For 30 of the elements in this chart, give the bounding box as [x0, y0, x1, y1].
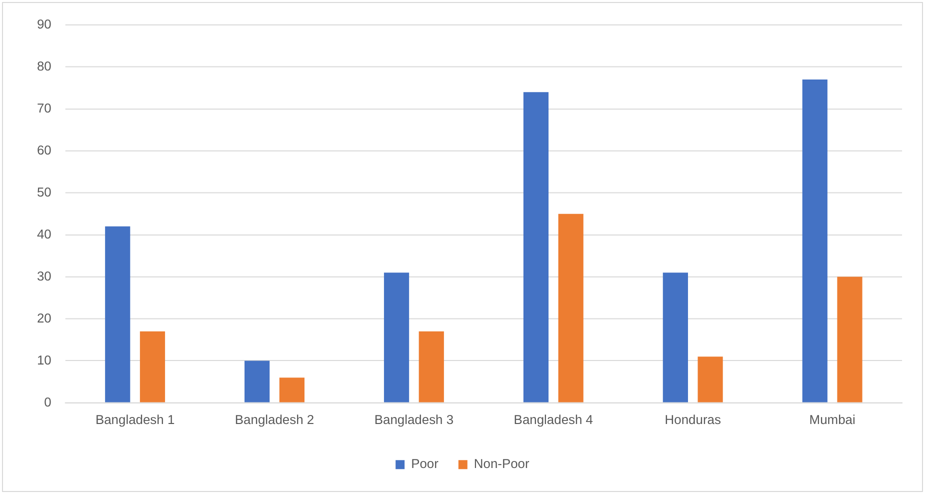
bar — [244, 360, 270, 402]
y-tick-label: 60 — [36, 142, 52, 158]
x-tick-label: Bangladesh 3 — [374, 412, 454, 428]
y-tick-label: 0 — [44, 394, 52, 410]
y-tick-label: 80 — [36, 58, 52, 74]
x-tick-label: Bangladesh 4 — [514, 412, 594, 428]
x-tick-label: Honduras — [664, 412, 721, 428]
bar — [384, 272, 410, 402]
bar — [279, 378, 304, 402]
x-tick-label: Mumbai — [809, 412, 856, 428]
y-tick-label: 10 — [36, 352, 52, 368]
bar — [558, 214, 584, 402]
bar — [698, 356, 723, 402]
y-tick-label: 90 — [36, 16, 52, 32]
y-tick-label: 70 — [36, 100, 52, 116]
bar — [802, 79, 828, 402]
x-tick-label: Bangladesh 2 — [234, 412, 314, 428]
y-tick-label: 20 — [36, 310, 52, 326]
bar — [418, 331, 444, 402]
bar — [837, 276, 862, 402]
legend-label: Poor — [411, 456, 440, 472]
y-tick-label: 50 — [36, 184, 52, 200]
bar — [523, 92, 549, 402]
x-tick-label: Bangladesh 1 — [95, 412, 175, 428]
y-tick-label: 30 — [36, 268, 52, 284]
y-tick-label: 40 — [36, 226, 52, 242]
bar — [140, 331, 166, 402]
bar — [105, 226, 130, 402]
legend-label: Non-Poor — [474, 456, 530, 472]
bar — [662, 272, 688, 402]
